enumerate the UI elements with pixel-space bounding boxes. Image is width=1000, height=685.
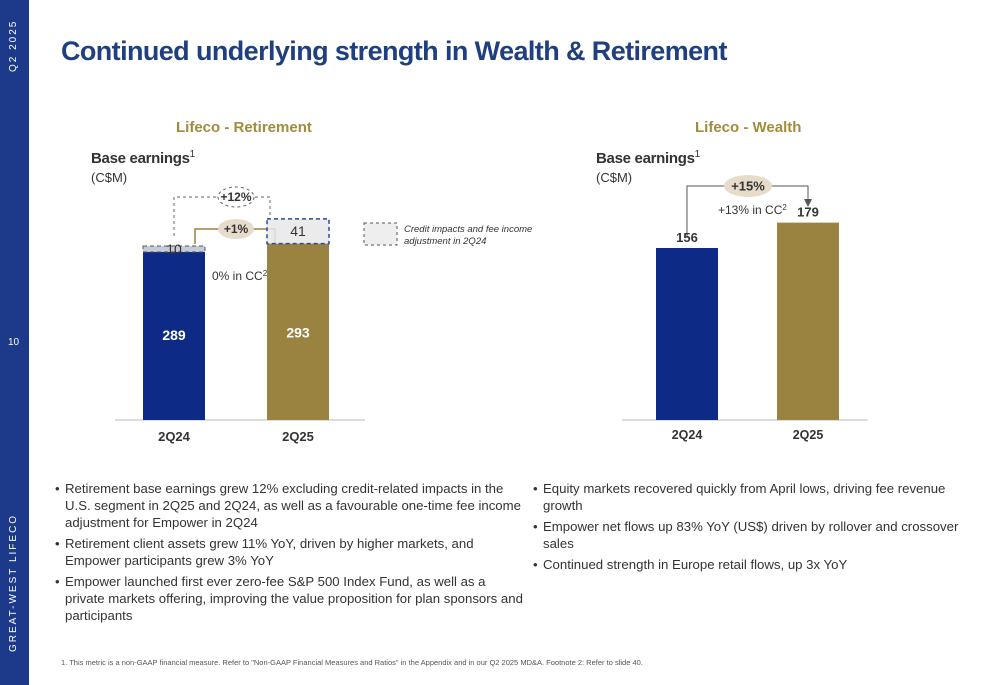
wealth-bullet-item: Empower net flows up 83% YoY (US$) drive… [533, 518, 973, 552]
wealth-bar-value-label: 179 [797, 205, 819, 220]
retirement-unit: (C$M) [91, 170, 128, 185]
retirement-panel-title: Lifeco - Retirement [176, 119, 312, 136]
retirement-adjustment-segment-2Q24 [142, 245, 206, 253]
retirement-bar-2Q24 [143, 246, 205, 420]
wealth-bar-2Q25 [777, 222, 839, 420]
wealth-growth-badge [724, 175, 772, 197]
retirement-metric-label: Base earnings1 [91, 149, 195, 167]
footnote: 1. This metric is a non-GAAP financial m… [61, 658, 643, 667]
wealth-category-label: 2Q24 [672, 428, 703, 442]
wealth-bar-2Q24 [656, 248, 718, 420]
retirement-adjustment-value-label: 41 [290, 223, 306, 239]
retirement-cc-note: 0% in CC2 [212, 269, 268, 283]
wealth-cc-note: +13% in CC2 [718, 203, 787, 217]
wealth-bar-value-label: 156 [676, 230, 698, 245]
retirement-legend-text-2: adjustment in 2Q24 [404, 236, 486, 247]
retirement-bullet-list: Retirement base earnings grew 12% exclud… [55, 480, 525, 628]
retirement-bullet-item: Retirement base earnings grew 12% exclud… [55, 480, 525, 531]
wealth-bullet-list: Equity markets recovered quickly from Ap… [533, 480, 973, 577]
wealth-bullet-item: Continued strength in Europe retail flow… [533, 556, 973, 573]
retirement-category-label: 2Q25 [282, 429, 314, 444]
wealth-bullet-item: Equity markets recovered quickly from Ap… [533, 480, 973, 514]
retirement-reported-growth-badge [218, 219, 254, 239]
retirement-total-growth-badge [217, 186, 255, 208]
wealth-metric-label: Base earnings1 [596, 149, 700, 167]
retirement-category-label: 2Q24 [158, 429, 191, 444]
retirement-reported-growth-label: +1% [224, 222, 249, 236]
retirement-bullet-item: Retirement client assets grew 11% YoY, d… [55, 535, 525, 569]
retirement-bar-value-label: 289 [162, 327, 186, 343]
wealth-panel-title: Lifeco - Wealth [695, 119, 802, 136]
retirement-legend-swatch [363, 222, 398, 246]
wealth-growth-label: +15% [731, 179, 765, 194]
page-title: Continued underlying strength in Wealth … [61, 36, 727, 66]
retirement-chart: +12% +1% 0% in CC2 Credit impacts and fe… [115, 186, 532, 444]
retirement-bullet-item: Empower launched first ever zero-fee S&P… [55, 573, 525, 624]
wealth-unit: (C$M) [596, 170, 633, 185]
retirement-adjustment-value-label: 10 [166, 241, 182, 257]
wealth-chart: +15% +13% in CC2 156 2Q24 179 2Q25 [622, 175, 868, 442]
sidebar: Q2 2025 10 GREAT-WEST LIFECO [0, 0, 29, 685]
retirement-adjustment-segment-2Q25 [266, 218, 330, 245]
retirement-bar-value-label: 293 [286, 325, 310, 341]
page-number: 10 [8, 337, 20, 348]
retirement-bar-2Q25 [267, 243, 329, 420]
wealth-category-label: 2Q25 [793, 428, 824, 442]
retirement-total-growth-label: +12% [220, 190, 251, 204]
retirement-legend-text-1: Credit impacts and fee income [404, 224, 532, 235]
